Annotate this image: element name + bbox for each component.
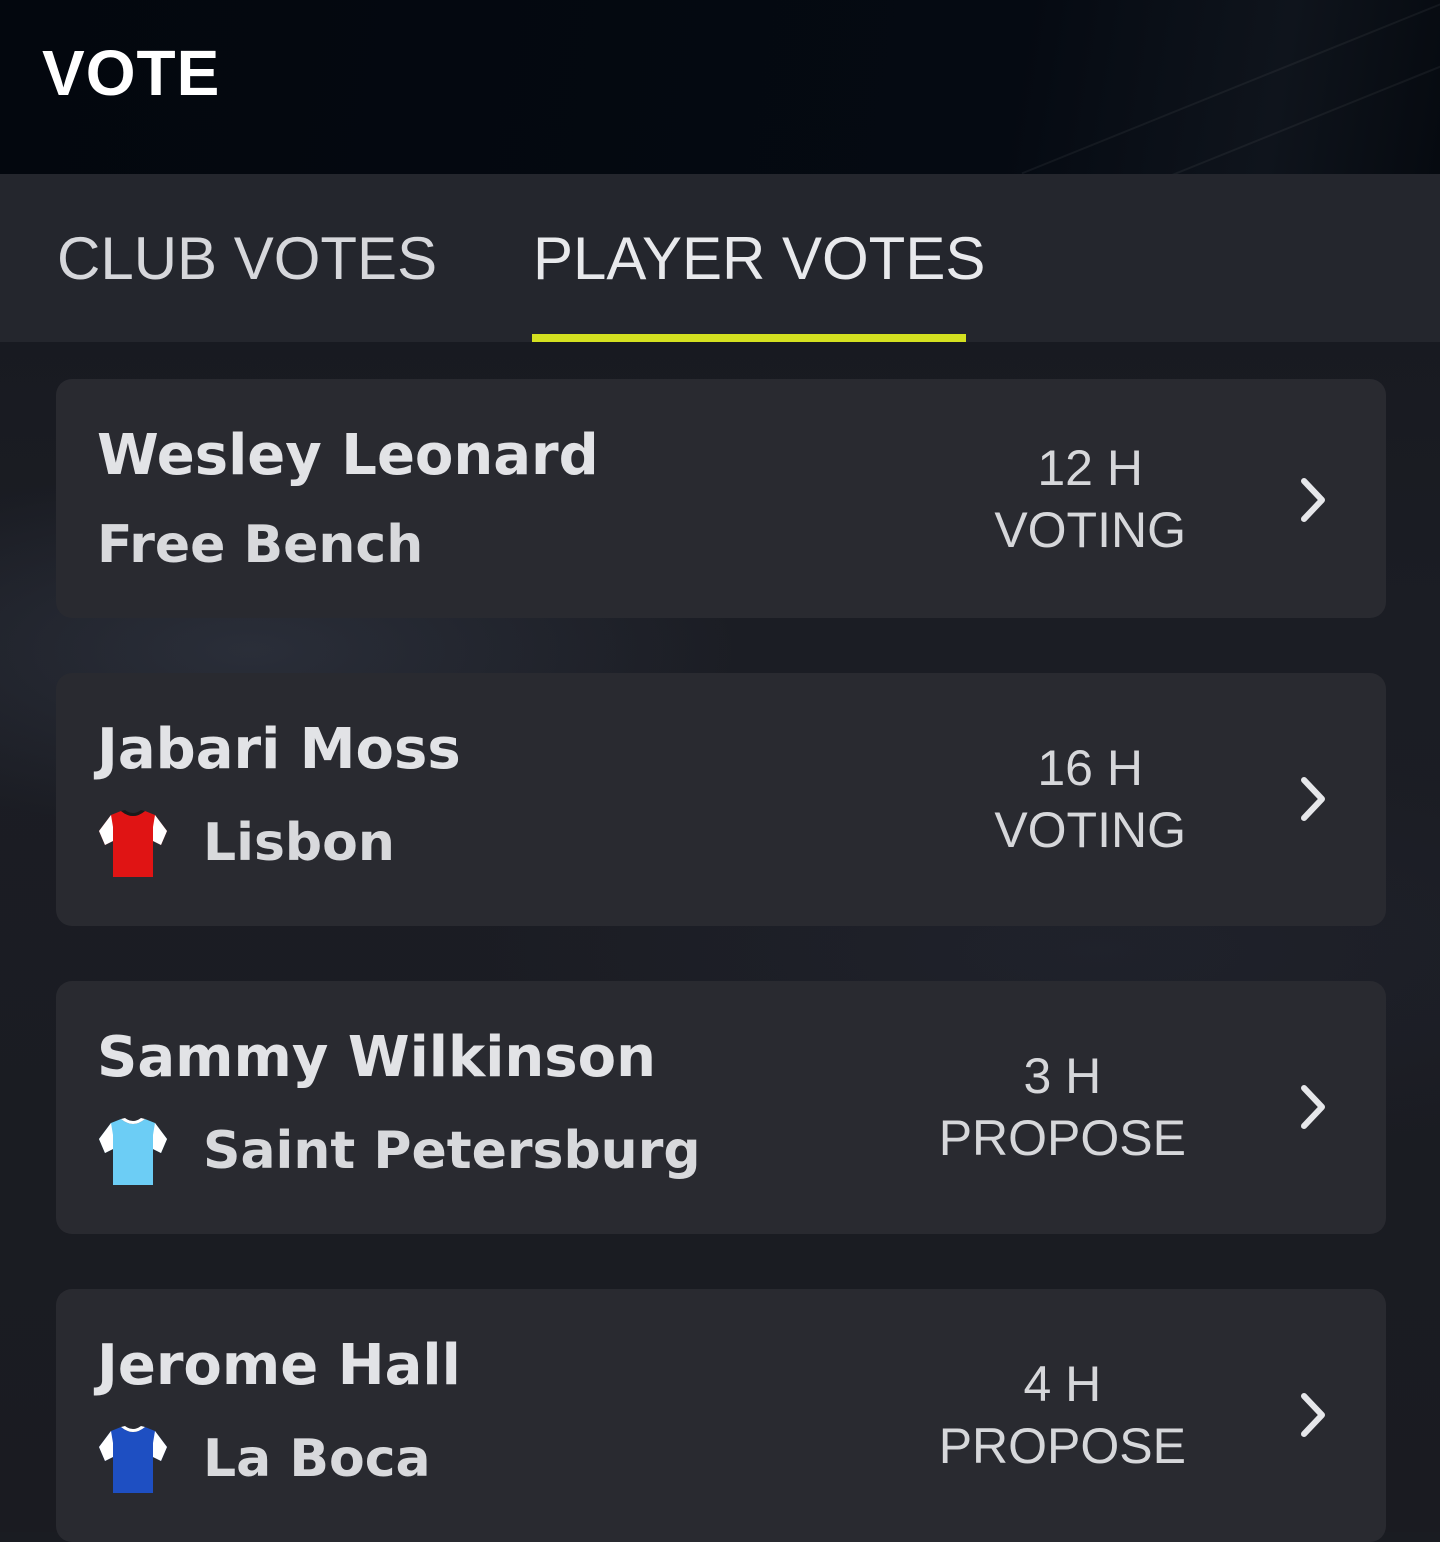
shirt-icon: [99, 810, 167, 877]
time-remaining: 12 H: [1037, 440, 1143, 496]
club-row: Free Bench: [97, 515, 423, 575]
vote-phase: VOTING: [994, 802, 1186, 858]
shirt-icon: [99, 1118, 167, 1185]
vote-phase: PROPOSE: [938, 1110, 1186, 1166]
vote-phase: PROPOSE: [938, 1418, 1186, 1474]
app-header: VOTE: [0, 0, 1440, 174]
tab-bar: CLUB VOTES PLAYER VOTES: [0, 174, 1440, 342]
time-remaining: 3 H: [1023, 1048, 1102, 1104]
vote-card[interactable]: Jerome Hall La Boca 4 H PROPOSE: [56, 1289, 1386, 1542]
tab-player-votes[interactable]: PLAYER VOTES: [533, 224, 986, 292]
page-title: VOTE: [42, 37, 221, 109]
vote-status: 4 H PROPOSE: [939, 1353, 1186, 1477]
club-name: Lisbon: [203, 813, 395, 873]
time-remaining: 4 H: [1023, 1356, 1102, 1412]
vote-card[interactable]: Jabari Moss Lisbon 16 H VOTING: [56, 673, 1386, 926]
player-name: Jerome Hall: [97, 1333, 461, 1398]
vote-phase: VOTING: [994, 502, 1186, 558]
vote-card[interactable]: Wesley Leonard Free Bench 12 H VOTING: [56, 379, 1386, 618]
club-row: Saint Petersburg: [97, 1115, 701, 1187]
header-decoration: [1101, 0, 1440, 174]
vote-status: 16 H VOTING: [994, 737, 1186, 861]
player-name: Sammy Wilkinson: [97, 1025, 656, 1090]
chevron-right-icon[interactable]: [1294, 475, 1334, 525]
player-name: Wesley Leonard: [97, 423, 599, 488]
vote-status: 12 H VOTING: [994, 437, 1186, 561]
time-remaining: 16 H: [1037, 740, 1143, 796]
vote-card[interactable]: Sammy Wilkinson Saint Petersburg 3 H PRO…: [56, 981, 1386, 1234]
chevron-right-icon[interactable]: [1294, 1390, 1334, 1440]
club-name: Free Bench: [97, 515, 424, 575]
club-row: Lisbon: [97, 807, 395, 879]
club-name: Saint Petersburg: [203, 1121, 701, 1181]
header-decoration: [1021, 0, 1440, 174]
chevron-right-icon[interactable]: [1294, 1082, 1334, 1132]
tab-club-votes[interactable]: CLUB VOTES: [57, 224, 438, 292]
player-name: Jabari Moss: [97, 717, 461, 782]
chevron-right-icon[interactable]: [1294, 774, 1334, 824]
club-name: La Boca: [203, 1429, 431, 1489]
active-tab-indicator: [532, 334, 966, 342]
vote-status: 3 H PROPOSE: [939, 1045, 1186, 1169]
shirt-icon: [99, 1426, 167, 1493]
club-row: La Boca: [97, 1423, 431, 1495]
